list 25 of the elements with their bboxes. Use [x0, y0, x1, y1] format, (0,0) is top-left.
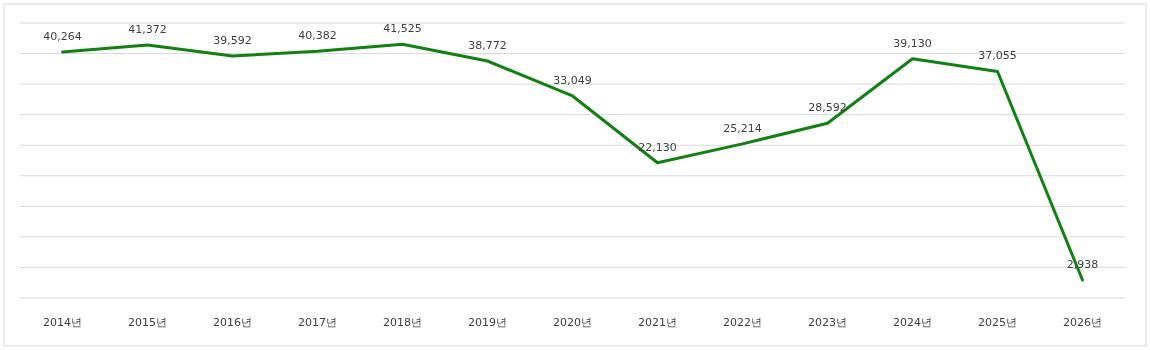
x-tick-label: 2026년	[1063, 316, 1102, 329]
x-tick-label: 2024년	[893, 316, 932, 329]
x-tick-label: 2017년	[298, 316, 337, 329]
data-label: 22,130	[638, 140, 677, 154]
x-tick-label: 2019년	[468, 316, 507, 329]
data-label: 41,525	[383, 22, 422, 36]
x-tick-label: 2014년	[43, 316, 82, 329]
x-tick-label: 2023년	[808, 316, 847, 329]
x-tick-label: 2022년	[723, 316, 762, 329]
data-label: 33,049	[553, 73, 592, 87]
data-label: 25,214	[723, 121, 762, 135]
data-label: 39,130	[893, 36, 932, 50]
x-tick-label: 2020년	[553, 316, 592, 329]
data-label: 38,772	[468, 39, 507, 52]
data-label: 41,372	[128, 23, 167, 37]
data-label: 40,264	[43, 29, 82, 43]
data-label: 40,382	[298, 29, 337, 43]
x-tick-label: 2018년	[383, 316, 422, 329]
x-tick-label: 2016년	[213, 316, 252, 329]
x-tick-label: 2015년	[128, 316, 167, 329]
data-label: 39,592	[213, 33, 252, 47]
x-tick-label: 2021년	[638, 316, 677, 329]
data-label: 28,592	[808, 101, 847, 115]
data-label: 37,055	[978, 49, 1017, 63]
x-tick-label: 2025년	[978, 316, 1017, 329]
